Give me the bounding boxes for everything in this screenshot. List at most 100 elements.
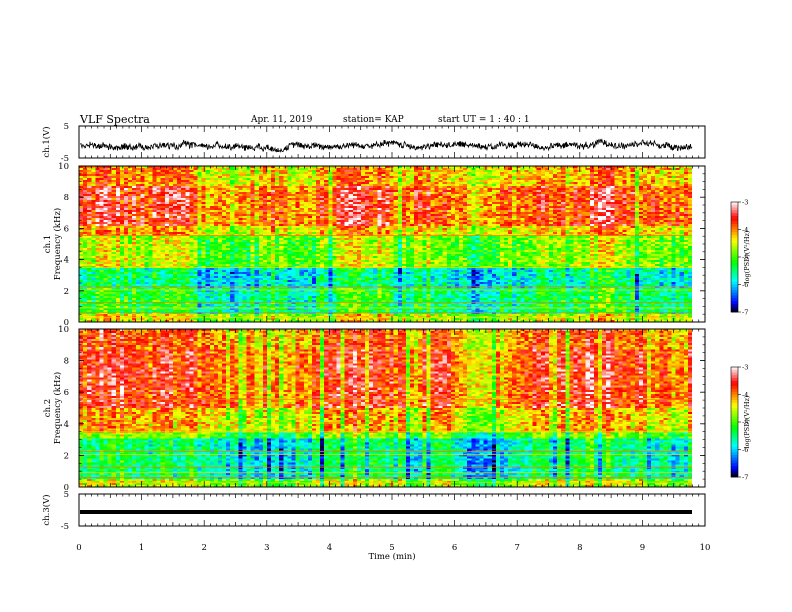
ch2-spectrogram-ytick-label: 10 <box>58 325 69 335</box>
ch2-colorbar-cell <box>731 441 738 445</box>
x-axis-label: Time (min) <box>368 551 415 562</box>
ch1-colorbar-cell <box>731 221 738 225</box>
ch1-colorbar-cell <box>731 207 738 211</box>
ch2-colorbar-cell <box>731 411 738 415</box>
ch2-colorbar-cell <box>731 375 738 379</box>
x-tick-label: 3 <box>264 543 269 553</box>
ch1-spectrogram-ylabel: ch.1 <box>43 235 53 253</box>
ch2-colorbar-cell <box>731 367 738 371</box>
ch1-colorbar-cell <box>731 257 738 261</box>
ch2-colorbar-cell <box>731 372 738 376</box>
ch1-waveform-ylabel: ch.1(V) <box>41 126 52 157</box>
ch1-colorbar-cell <box>731 237 738 241</box>
ch1-spectrogram-ylabel-unit: Frequency (kHz) <box>52 208 63 280</box>
ch1-colorbar-tick-label: -3 <box>742 199 748 207</box>
start-time-label: start UT = 1 : 40 : 1 <box>438 115 530 125</box>
ch2-colorbar-cell <box>731 386 738 390</box>
ch1-colorbar-cell <box>731 309 738 313</box>
ch1-colorbar-cell <box>731 259 738 263</box>
ch2-colorbar-cell <box>731 430 738 434</box>
ch1-colorbar-cell <box>731 306 738 310</box>
x-tick-label: 6 <box>452 543 457 553</box>
x-tick-label: 1 <box>139 543 144 553</box>
ch2-colorbar-cell <box>731 416 738 420</box>
ch1-colorbar-cell <box>731 213 738 217</box>
x-tick-label: 0 <box>76 543 81 553</box>
ch2-colorbar-cell <box>731 408 738 412</box>
ch1-colorbar-cell <box>731 265 738 269</box>
ch2-colorbar-cell <box>731 422 738 426</box>
ch1-colorbar-tick-label: -6 <box>742 281 748 289</box>
ch1-colorbar-cell <box>731 262 738 266</box>
ch1-spectrogram-ytick-label: 10 <box>58 162 69 172</box>
ch1-colorbar-cell <box>731 290 738 294</box>
ch2-colorbar-cell <box>731 400 738 404</box>
ch1-colorbar-cell <box>731 224 738 228</box>
ch2-colorbar-cell <box>731 457 738 461</box>
ch1-colorbar-cell <box>731 303 738 307</box>
date-label: Apr. 11, 2019 <box>251 115 313 125</box>
ch1-spectrogram-ytick-label: 8 <box>64 193 69 203</box>
ch2-colorbar-cell <box>731 474 738 478</box>
x-tick-label: 9 <box>640 543 645 553</box>
ch1-spectrogram-ytick-label: 2 <box>64 287 69 297</box>
ch2-colorbar-cell <box>731 433 738 437</box>
ch2-colorbar-cell <box>731 446 738 450</box>
ch1-colorbar-cell <box>731 295 738 299</box>
ch1-colorbar-cell <box>731 229 738 233</box>
ch2-colorbar-cell <box>731 424 738 428</box>
ch1-spectrogram-ytick-label: 0 <box>64 318 69 328</box>
ch2-spectrogram-ytick-label: 8 <box>64 357 69 367</box>
x-tick-label: 10 <box>700 543 711 553</box>
ch1-colorbar-cell <box>731 298 738 302</box>
ch1-colorbar-cell <box>731 202 738 206</box>
ch1-colorbar-cell <box>731 268 738 272</box>
ch1-colorbar-cell <box>731 246 738 250</box>
ch3-waveform-ylabel: ch.3(V) <box>41 494 52 525</box>
ch1-colorbar-cell <box>731 240 738 244</box>
ch2-colorbar-cell <box>731 413 738 417</box>
ch2-spectrogram-ytick-label: 0 <box>64 483 69 493</box>
ch2-colorbar-cell <box>731 455 738 459</box>
ch1-colorbar-cell <box>731 243 738 247</box>
ch1-waveform-trace <box>79 138 693 153</box>
ch2-colorbar-cell <box>731 452 738 456</box>
ch1-colorbar-cell <box>731 210 738 214</box>
ch1-colorbar-cell <box>731 287 738 291</box>
ch2-colorbar-cell <box>731 427 738 431</box>
station-label: station= KAP <box>343 115 404 125</box>
ch2-colorbar-cell <box>731 369 738 373</box>
ch1-colorbar-label: log(PSD)(V²/Hz) <box>743 230 751 283</box>
x-tick-label: 5 <box>389 543 394 553</box>
ch2-spectrogram-ylabel-unit: Frequency (kHz) <box>52 372 63 444</box>
ch2-spectrogram-ytick-label: 2 <box>64 451 69 461</box>
ch1-colorbar-cell <box>731 251 738 255</box>
ch1-colorbar-cell <box>731 273 738 277</box>
ch1-colorbar-cell <box>731 226 738 230</box>
chart-title: VLF Spectra <box>80 113 150 126</box>
ch1-colorbar-cell <box>731 232 738 236</box>
ch1-colorbar-cell <box>731 281 738 285</box>
ch2-colorbar-tick-label: -6 <box>742 446 748 454</box>
ch2-colorbar-cell <box>731 468 738 472</box>
ch1-spectrogram-ytick-label: 6 <box>64 224 69 234</box>
x-tick-label: 7 <box>514 543 519 553</box>
ch1-colorbar-tick-label: -7 <box>742 309 748 317</box>
ch2-colorbar-cell <box>731 389 738 393</box>
ch2-colorbar-cell <box>731 394 738 398</box>
ch2-colorbar-cell <box>731 466 738 470</box>
ch2-spectrogram-ylabel: ch.2 <box>43 399 53 417</box>
ch1-colorbar-cell <box>731 215 738 219</box>
ch2-colorbar-tick-label: -5 <box>742 419 748 427</box>
ch1-colorbar-tick-label: -4 <box>742 226 748 234</box>
ch2-colorbar-cell <box>731 383 738 387</box>
x-tick-label: 2 <box>201 543 206 553</box>
ch2-colorbar-cell <box>731 438 738 442</box>
ch1-colorbar-cell <box>731 248 738 252</box>
ch2-spectrogram-ytick-label: 4 <box>64 420 69 430</box>
ch2-colorbar-cell <box>731 397 738 401</box>
ch2-colorbar-tick-label: -7 <box>742 474 748 482</box>
ch1-spectrogram-image <box>79 166 692 322</box>
ch2-colorbar-tick-label: -3 <box>742 364 748 372</box>
